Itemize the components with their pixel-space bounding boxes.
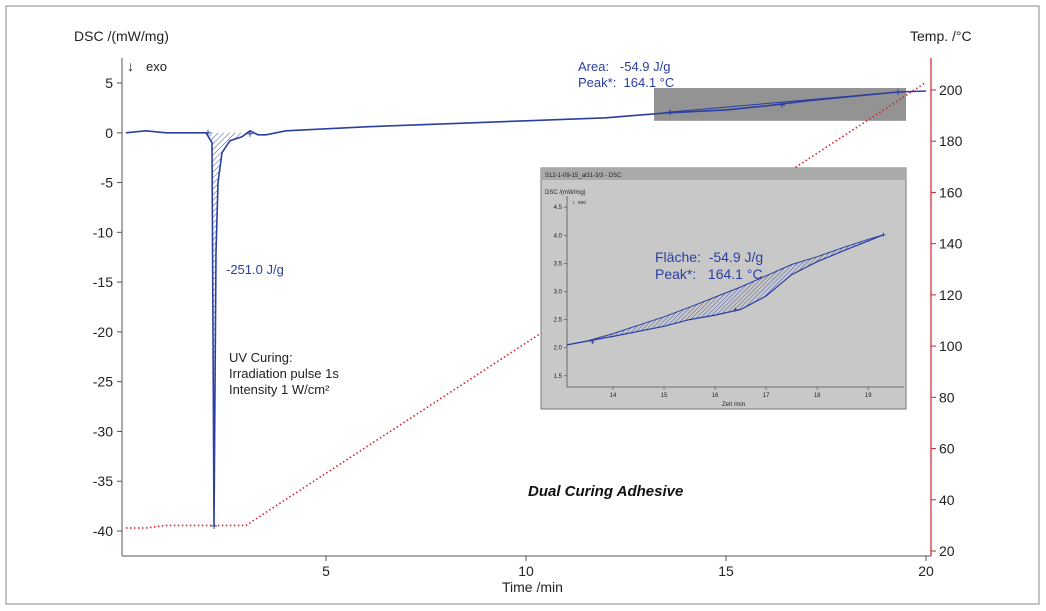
evaluation-marker xyxy=(247,130,253,137)
inset-window-title: S12-1-09-15_al31-3/3 - DSC xyxy=(545,173,622,179)
evaluation-marker xyxy=(895,88,901,95)
y-tick-label: -20 xyxy=(93,324,113,340)
irradiation-label: Irradiation pulse 1s xyxy=(229,366,339,381)
x-tick-label: 10 xyxy=(518,563,534,579)
inset-baseline-line xyxy=(566,234,884,346)
inset-marker xyxy=(590,340,595,345)
evaluation-marker xyxy=(667,109,673,116)
inset-x-tick-label: 17 xyxy=(763,393,770,399)
inset-dsc-line xyxy=(566,234,884,346)
exo-label: exo xyxy=(146,59,167,74)
dsc-series-line xyxy=(125,90,927,527)
temperature-series-line xyxy=(126,81,927,529)
y-tick-label: -35 xyxy=(93,473,113,489)
y-tick-label: -25 xyxy=(93,374,113,390)
area-label: Area: -54.9 J/g xyxy=(578,59,671,74)
y2-axis-title: Temp. /°C xyxy=(910,28,972,44)
inset-exo-icon: ↓ xyxy=(572,200,575,206)
uv-curing-label: UV Curing: xyxy=(229,350,293,365)
inset-y-tick-label: 1.5 xyxy=(554,374,563,380)
inset-y-tick-label: 4.0 xyxy=(554,233,563,239)
inset-x-tick-label: 14 xyxy=(610,393,617,399)
peak-label: Peak*: 164.1 °C xyxy=(578,75,674,90)
y2-tick-label: 140 xyxy=(939,236,963,252)
y-tick-label: -10 xyxy=(93,224,113,240)
inset-y-tick-label: 4.5 xyxy=(554,205,563,211)
inset-frame xyxy=(540,167,907,410)
y2-tick-label: 180 xyxy=(939,133,963,149)
inset-y-tick-label: 3.5 xyxy=(554,261,563,267)
main-dsc-chart: 5 0 -5 -10 -15 -20 -25 -30 -35 -40 200 180 160 140 120… xyxy=(93,58,963,579)
inset-exo-label: exo xyxy=(578,200,586,206)
y2-tick-label: 100 xyxy=(939,338,963,354)
evaluation-marker xyxy=(205,129,211,136)
inset-y-tick-label: 3.0 xyxy=(554,290,563,296)
y2-tick-label: 40 xyxy=(939,492,955,508)
inset-x-tick-label: 15 xyxy=(661,393,668,399)
inset-y-tick-label: 2.5 xyxy=(554,318,563,324)
inset-x-tick-label: 19 xyxy=(865,393,872,399)
x-axis-title: Time /min xyxy=(502,579,563,595)
inset-hatched-area xyxy=(567,234,884,345)
y2-tick-label: 20 xyxy=(939,543,955,559)
x-tick-label: 20 xyxy=(918,563,934,579)
y-tick-label: 5 xyxy=(105,75,113,91)
x-tick-label: 5 xyxy=(322,563,330,579)
inset-y-axis-title: DSC /(mW/mg) xyxy=(545,190,586,196)
inset-x-tick-label: 18 xyxy=(814,393,821,399)
zoom-inset-window: S12-1-09-15_al31-3/3 - DSC DSC /(mW/mg) … xyxy=(540,167,907,410)
intensity-label: Intensity 1 W/cm² xyxy=(229,382,330,397)
y2-tick-label: 120 xyxy=(939,287,963,303)
inset-marker xyxy=(733,307,738,312)
uv-enthalpy-label: -251.0 J/g xyxy=(226,262,284,277)
evaluation-marker xyxy=(211,523,217,530)
y-tick-label: -30 xyxy=(93,423,113,439)
y-tick-label: -40 xyxy=(93,523,113,539)
y-tick-label: 0 xyxy=(105,125,113,141)
y2-tick-label: 60 xyxy=(939,441,955,457)
inset-area-label: Fläche: -54.9 J/g xyxy=(655,249,763,265)
inset-y-tick-label: 2.0 xyxy=(554,346,563,352)
inset-x-tick-label: 16 xyxy=(712,393,719,399)
inset-marker xyxy=(881,232,886,237)
inset-x-axis-title: Zeit /min xyxy=(722,402,745,408)
y-axis-title: DSC /(mW/mg) xyxy=(74,28,169,44)
y-tick-label: -15 xyxy=(93,274,113,290)
y2-tick-label: 200 xyxy=(939,82,963,98)
x-tick-label: 15 xyxy=(718,563,734,579)
inset-peak-label: Peak*: 164.1 °C xyxy=(655,266,763,282)
evaluation-marker xyxy=(779,101,785,108)
y2-tick-label: 80 xyxy=(939,389,955,405)
exo-arrow-icon: ↓ xyxy=(127,58,134,74)
y-tick-label: -5 xyxy=(101,175,114,191)
chart-title: Dual Curing Adhesive xyxy=(528,483,683,500)
inset-title-bar xyxy=(541,168,906,180)
y2-tick-label: 160 xyxy=(939,184,963,200)
